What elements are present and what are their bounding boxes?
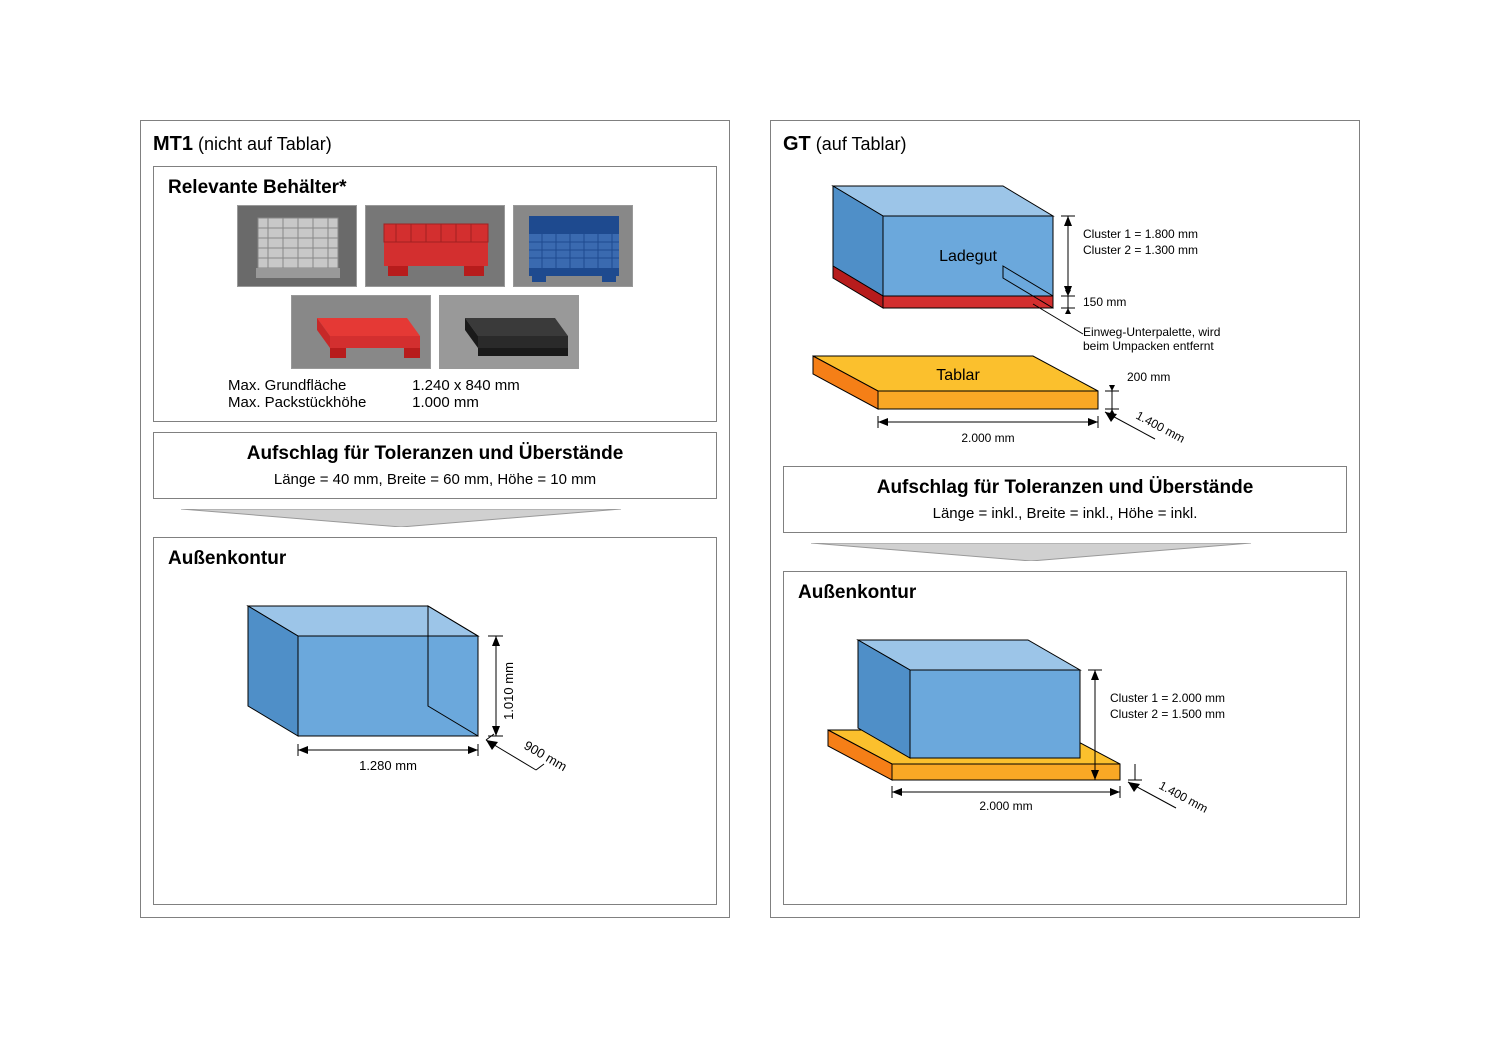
svg-text:200 mm: 200 mm <box>1127 370 1170 384</box>
ladegut-diagram-wrapper: Ladegut Tablar Cluster 1 = 1.800 mm Clus… <box>783 166 1347 456</box>
container-photo-red-pallet <box>291 295 431 369</box>
svg-text:2.000 mm: 2.000 mm <box>979 799 1032 813</box>
panel-mt1: MT1 (nicht auf Tablar) Relevante Behälte… <box>140 120 730 918</box>
svg-text:2.000 mm: 2.000 mm <box>961 431 1014 445</box>
svg-text:1.400 mm: 1.400 mm <box>1134 408 1188 445</box>
spec-grundflaeche: Max. Grundfläche 1.240 x 840 mm <box>228 377 702 394</box>
svg-text:Cluster 2 = 1.500 mm: Cluster 2 = 1.500 mm <box>1110 707 1225 721</box>
tolerances-line-left: Länge = 40 mm, Breite = 60 mm, Höhe = 10… <box>168 471 702 488</box>
heading-tolerances-right: Aufschlag für Toleranzen und Überstände <box>798 477 1332 499</box>
svg-text:150 mm: 150 mm <box>1083 295 1126 309</box>
panel-gt: GT (auf Tablar) Ladegut Tablar Cluste <box>770 120 1360 918</box>
heading-tolerances-left: Aufschlag für Toleranzen und Überstände <box>168 443 702 465</box>
heading-contour-left: Außenkontur <box>168 548 702 570</box>
arrow-down-icon <box>811 543 1319 561</box>
heading-relevant: Relevante Behälter* <box>168 177 702 199</box>
svg-text:1.010 mm: 1.010 mm <box>501 662 516 720</box>
svg-text:Ladegut: Ladegut <box>939 248 997 265</box>
container-photo-red-mesh <box>365 205 505 287</box>
svg-text:Tablar: Tablar <box>936 367 980 384</box>
spec-packhoehe: Max. Packstückhöhe 1.000 mm <box>228 394 702 411</box>
svg-text:900 mm: 900 mm <box>522 738 570 774</box>
container-photos <box>168 205 702 369</box>
svg-text:Cluster 1 = 2.000 mm: Cluster 1 = 2.000 mm <box>1110 691 1225 705</box>
box-contour-right: Außenkontur Cluster 1 = 2.000 mm Cluster… <box>783 571 1347 905</box>
box-relevant-containers: Relevante Behälter* <box>153 166 717 422</box>
svg-text:Cluster 2 = 1.300 mm: Cluster 2 = 1.300 mm <box>1083 243 1198 257</box>
box-tolerances-right: Aufschlag für Toleranzen und Überstände … <box>783 466 1347 533</box>
svg-text:beim Umpacken entfernt: beim Umpacken entfernt <box>1083 339 1214 353</box>
container-photo-grey-mesh <box>237 205 357 287</box>
container-photo-blue-mesh <box>513 205 633 287</box>
svg-text:1.280 mm: 1.280 mm <box>359 758 417 773</box>
svg-text:Cluster 1 = 1.800 mm: Cluster 1 = 1.800 mm <box>1083 227 1198 241</box>
svg-text:1.400 mm: 1.400 mm <box>1157 778 1211 815</box>
box-contour-left: Außenkontur 1.010 mm 1.280 mm <box>153 537 717 905</box>
contour-diagram-left: 1.010 mm 1.280 mm 900 mm <box>168 576 618 776</box>
tolerances-line-right: Länge = inkl., Breite = inkl., Höhe = in… <box>798 505 1332 522</box>
contour-diagram-right: Cluster 1 = 2.000 mm Cluster 2 = 1.500 m… <box>798 610 1268 815</box>
heading-contour-right: Außenkontur <box>798 582 1332 604</box>
svg-text:Einweg-Unterpalette, wird: Einweg-Unterpalette, wird <box>1083 325 1220 339</box>
container-photo-black-pallet <box>439 295 579 369</box>
panel-mt1-title: MT1 (nicht auf Tablar) <box>153 133 717 156</box>
panel-gt-title: GT (auf Tablar) <box>783 133 1347 156</box>
ladegut-diagram: Ladegut Tablar Cluster 1 = 1.800 mm Clus… <box>783 166 1263 456</box>
box-tolerances-left: Aufschlag für Toleranzen und Überstände … <box>153 432 717 499</box>
arrow-down-icon <box>181 509 689 527</box>
